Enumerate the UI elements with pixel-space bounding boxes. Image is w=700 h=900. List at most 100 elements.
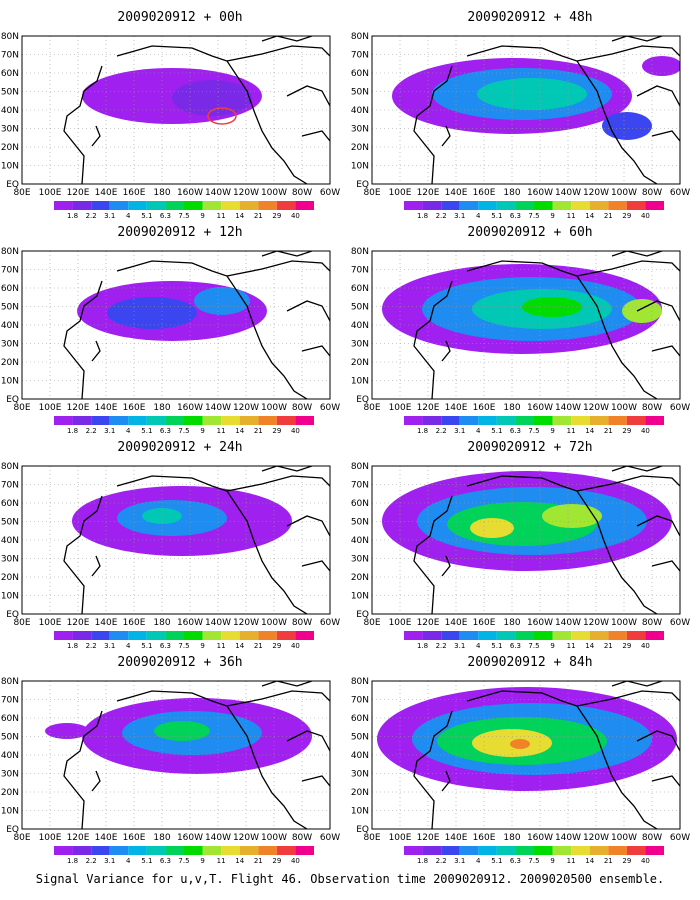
- colorbar-swatch: [552, 201, 572, 210]
- map-frame: [371, 680, 681, 830]
- colorbar-level-label: 11: [567, 642, 576, 650]
- lat-tick-label: 40N: [351, 751, 369, 761]
- lat-tick-label: 40N: [351, 536, 369, 546]
- colorbar-swatch: [626, 631, 646, 640]
- colorbar-swatch: [496, 846, 516, 855]
- colorbar-swatch: [422, 416, 442, 425]
- colorbar-swatch: [645, 631, 664, 640]
- forecast-panel: 2009020912 + 60h 80N 70N 60N 50N 40N 30N 20N 10…: [351, 225, 700, 443]
- lon-tick-label: 80E: [13, 618, 30, 628]
- colorbar-level-label: 7.5: [178, 212, 189, 220]
- colorbar-swatch: [441, 416, 460, 425]
- lat-tick-label: 80N: [1, 462, 19, 472]
- lon-tick-label: 100W: [611, 403, 637, 413]
- lon-tick-label: 160E: [123, 403, 146, 413]
- colorbar-swatch: [109, 631, 129, 640]
- colorbar-swatch: [422, 846, 442, 855]
- lon-tick-label: 80E: [363, 403, 380, 413]
- lon-tick-label: 60W: [670, 403, 690, 413]
- lon-tick-label: 80E: [363, 833, 380, 843]
- lat-tick-label: 20N: [351, 143, 369, 153]
- lon-tick-label: 100E: [39, 403, 62, 413]
- lat-tick-label: 50N: [1, 733, 19, 743]
- lon-tick-label: 180: [153, 188, 170, 198]
- lon-tick-label: 140E: [445, 188, 468, 198]
- panel-title: 2009020912 + 72h: [467, 440, 593, 455]
- colorbar-level-label: 5.1: [141, 427, 152, 435]
- lat-tick-label: 40N: [351, 321, 369, 331]
- colorbar-swatch: [221, 631, 240, 640]
- colorbar-level-label: 1.8: [67, 427, 78, 435]
- colorbar-swatch: [165, 201, 184, 210]
- colorbar-level-label: 6.3: [510, 642, 521, 650]
- lat-tick-label: EQ: [6, 825, 19, 835]
- signal-contour: [522, 297, 582, 317]
- lon-tick-label: 80E: [363, 188, 380, 198]
- panel-title: 2009020912 + 00h: [117, 10, 243, 25]
- lat-tick-label: 30N: [351, 340, 369, 350]
- colorbar-level-label: 14: [235, 427, 244, 435]
- lon-tick-label: 180: [153, 403, 170, 413]
- colorbar-level-label: 3.1: [104, 212, 115, 220]
- map-frame: [21, 35, 331, 185]
- panel-title: 2009020912 + 12h: [117, 225, 243, 240]
- lon-tick-label: 140W: [205, 188, 231, 198]
- forecast-panel: 2009020912 + 24h 80N 70N 60N 50N 40N 30N 20N 10…: [1, 440, 350, 658]
- colorbar-level-label: 2.2: [86, 642, 97, 650]
- colorbar-swatch: [202, 201, 222, 210]
- lat-tick-label: 50N: [1, 518, 19, 528]
- colorbar-swatch: [54, 631, 73, 640]
- colorbar-swatch: [589, 201, 609, 210]
- colorbar-level-label: 11: [567, 212, 576, 220]
- lat-tick-label: 10N: [1, 807, 19, 817]
- colorbar-swatch: [515, 631, 534, 640]
- lon-tick-label: 80E: [13, 188, 30, 198]
- colorbar-level-label: 5.1: [141, 857, 152, 865]
- colorbar-swatch: [128, 201, 147, 210]
- colorbar-swatch: [295, 846, 314, 855]
- forecast-panel: 2009020912 + 00h 80N 70N 60N 50N 40N 30N 20N 10…: [1, 10, 350, 228]
- coastline: [611, 251, 663, 257]
- colorbar-swatch: [441, 201, 460, 210]
- colorbar-swatch: [608, 631, 627, 640]
- lat-tick-label: 60N: [351, 284, 369, 294]
- colorbar-swatch: [422, 201, 442, 210]
- colorbar-swatch: [239, 416, 259, 425]
- colorbar-swatch: [404, 201, 423, 210]
- colorbar-swatch: [515, 416, 534, 425]
- lat-tick-label: 10N: [1, 377, 19, 387]
- lon-tick-label: 60W: [670, 188, 690, 198]
- colorbar-level-label: 4: [476, 427, 481, 435]
- colorbar-level-label: 21: [604, 212, 613, 220]
- colorbar-swatch: [165, 846, 184, 855]
- lat-tick-label: 60N: [1, 499, 19, 509]
- lat-tick-label: 60N: [1, 714, 19, 724]
- colorbar-level-label: 3.1: [454, 857, 465, 865]
- lon-tick-label: 160E: [473, 188, 496, 198]
- signal-contour: [194, 287, 250, 315]
- colorbar-level-label: 21: [254, 857, 263, 865]
- lon-tick-label: 80W: [292, 618, 312, 628]
- colorbar-level-label: 4: [126, 857, 131, 865]
- signal-contour: [642, 56, 680, 76]
- lon-tick-label: 60W: [320, 188, 340, 198]
- forecast-panel: 2009020912 + 72h 80N 70N 60N 50N 40N 30N 20N 10…: [351, 440, 700, 658]
- lat-tick-label: 80N: [351, 677, 369, 687]
- colorbar-swatch: [146, 416, 166, 425]
- map-frame: [371, 35, 681, 185]
- forecast-panel: 2009020912 + 84h 80N 70N 60N 50N 40N 30N 20N 10…: [351, 655, 700, 873]
- colorbar-swatch: [258, 846, 277, 855]
- colorbar-level-label: 3.1: [454, 427, 465, 435]
- colorbar-level-label: 11: [217, 642, 226, 650]
- coastline: [636, 300, 680, 322]
- colorbar-swatch: [441, 631, 460, 640]
- colorbar-level-label: 29: [272, 427, 281, 435]
- lon-tick-label: 120W: [233, 833, 259, 843]
- colorbar-level-label: 5.1: [141, 212, 152, 220]
- colorbar-level-label: 4: [476, 857, 481, 865]
- panel-title: 2009020912 + 48h: [467, 10, 593, 25]
